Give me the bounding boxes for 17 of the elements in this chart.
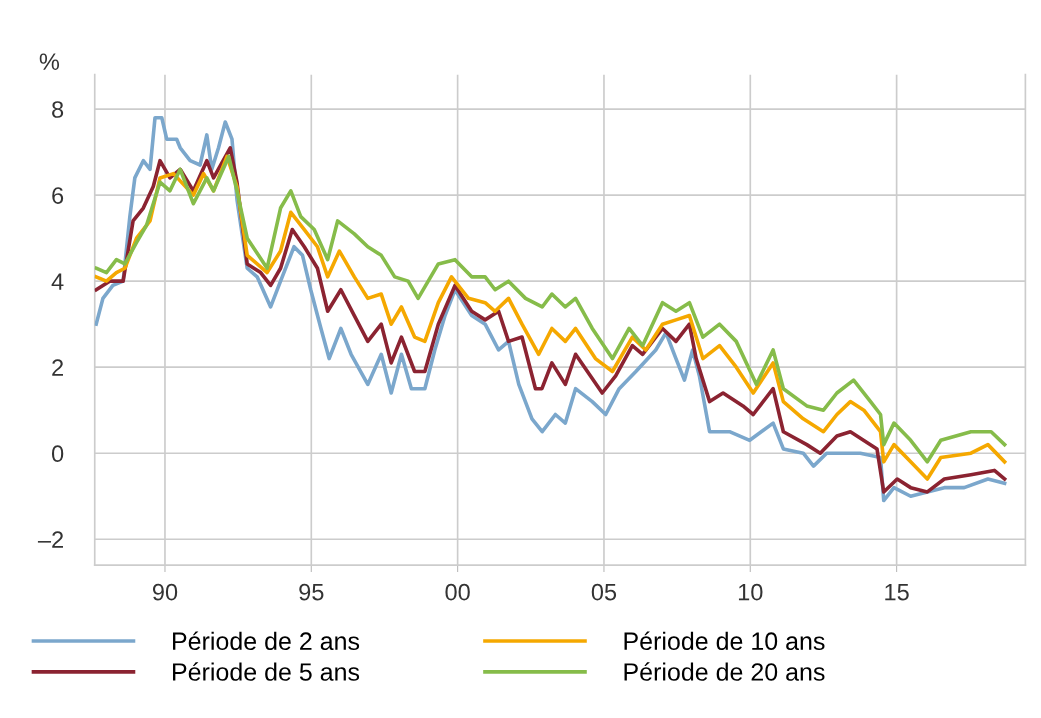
legend-label: Période de 5 ans <box>173 662 360 681</box>
y-tick-label: –2 <box>37 531 63 548</box>
y-tick-label: 6 <box>52 187 64 204</box>
y-axis-title: % <box>39 53 60 70</box>
x-tick-label: 90 <box>152 583 178 601</box>
x-tick-label: 15 <box>885 583 909 601</box>
y-tick-label: 0 <box>51 445 64 463</box>
x-tick-label: 05 <box>591 583 617 601</box>
x-tick-label: 95 <box>299 583 324 601</box>
y-tick-label: 8 <box>52 101 64 118</box>
y-tick-label: 2 <box>52 359 63 376</box>
legend-label: Période de 20 ans <box>624 662 825 681</box>
legend-label: Période de 10 ans <box>624 631 825 651</box>
x-tick-label: 10 <box>738 583 763 601</box>
legend-label: Période de 2 ans <box>173 631 360 651</box>
y-tick-label: 4 <box>51 273 64 290</box>
x-tick-label: 00 <box>445 583 470 601</box>
